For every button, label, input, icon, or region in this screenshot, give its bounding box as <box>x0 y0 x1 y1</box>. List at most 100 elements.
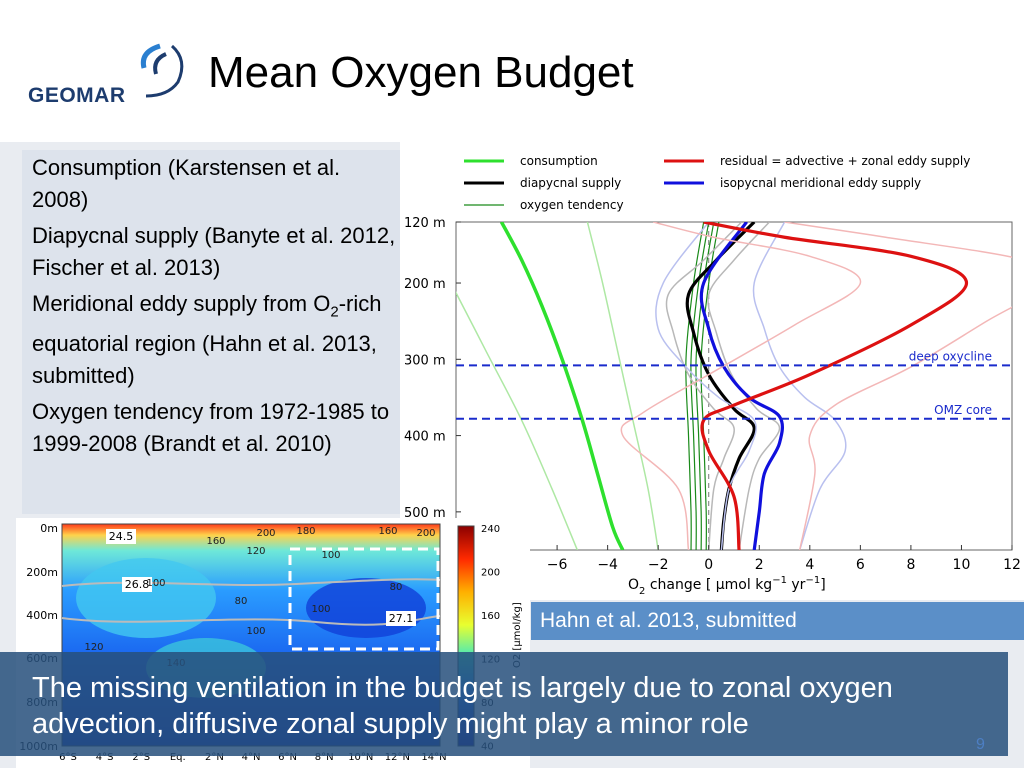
contour-label: 80 <box>390 582 403 593</box>
x-tick-label: 2 <box>755 557 764 573</box>
x-tick-label: 2°N <box>205 752 224 763</box>
bullet-text: -rich equatorial region (Hahn et al. 201… <box>32 291 382 389</box>
colorbar-tick-label: 160 <box>481 611 500 622</box>
x-tick-label: 8°N <box>315 752 334 763</box>
x-tick-label: 10°N <box>348 752 373 763</box>
oxygen-budget-chart: deep oxycline OMZ core 120 m 200 m 300 m 400 … <box>400 142 1024 600</box>
legend-label: residual = advective + zonal eddy supply <box>720 154 970 168</box>
page-title: Mean Oxygen Budget <box>208 48 634 97</box>
bullet-item: Oxygen tendency from 1972-1985 to 1999-2… <box>32 399 390 457</box>
x-tick-label: 6°S <box>59 752 77 763</box>
series-line <box>620 222 862 550</box>
x-tick-label: 12°N <box>385 752 410 763</box>
x-tick-label: −2 <box>648 557 669 573</box>
contour-label-box <box>122 577 152 592</box>
x-tick-label: −4 <box>597 557 618 573</box>
depth-reference-label: deep oxycline <box>909 349 992 363</box>
contour-label-box <box>386 611 416 626</box>
bullet-text: Meridional eddy supply from O <box>32 291 331 316</box>
contour-label: 180 <box>296 526 315 537</box>
x-tick-label: 4°S <box>96 752 114 763</box>
x-tick-label: 14°N <box>421 752 446 763</box>
y-tick-label: 200m <box>26 566 58 579</box>
contour-label: 120 <box>84 642 103 653</box>
x-tick-label: 6 <box>856 557 865 573</box>
x-tick-label: 8 <box>906 557 915 573</box>
x-tick-label: 10 <box>953 557 971 573</box>
y-tick-label: 400m <box>26 609 58 622</box>
x-tick-label: 0 <box>704 557 713 573</box>
x-axis-label-part: ] <box>820 577 825 593</box>
x-axis-label-part: yr <box>787 577 806 593</box>
x-axis-label-part: change [ µmol kg <box>645 577 772 593</box>
series-line <box>699 222 784 550</box>
x-tick-label: 4°N <box>242 752 261 763</box>
contour-label: 100 <box>146 578 165 589</box>
series-line <box>752 222 847 550</box>
contour-label: 100 <box>311 604 330 615</box>
y-tick-label: 0m <box>40 522 58 535</box>
series-line <box>665 222 743 550</box>
bullet-item: Meridional eddy supply from O2-rich equa… <box>32 288 400 392</box>
depth-reference-label: OMZ core <box>934 403 992 417</box>
contour-label: 27.1 <box>389 612 414 625</box>
bullet-item: Diapycnal supply (Banyte et al. 2012, Fi… <box>32 223 396 280</box>
x-tick-label: 2°S <box>132 752 150 763</box>
logo-text: GEOMAR <box>28 84 126 107</box>
colorbar-tick-label: 200 <box>481 568 500 579</box>
legend-label: oxygen tendency <box>520 198 624 212</box>
x-tick-label: 6°N <box>278 752 297 763</box>
contour-label: 24.5 <box>109 530 134 543</box>
contour-label: 160 <box>206 536 225 547</box>
geomar-logo <box>28 34 198 114</box>
y-tick-label: 500 m <box>404 506 446 521</box>
x-tick-label: −6 <box>547 557 568 573</box>
contour-label: 26.8 <box>125 578 150 591</box>
contour-label: 100 <box>246 626 265 637</box>
bullet-subscript: 2 <box>330 303 339 321</box>
legend-label: isopycnal meridional eddy supply <box>720 176 921 190</box>
budget-chart-svg: deep oxycline OMZ core 120 m 200 m 300 m 400 … <box>404 154 1021 597</box>
x-tick-label: 4 <box>805 557 814 573</box>
contour-label: 100 <box>321 550 340 561</box>
y-tick-label: 300 m <box>404 353 446 368</box>
y-tick-label: 400 m <box>404 430 446 445</box>
contour-label-box <box>106 529 136 544</box>
contour-label: 80 <box>235 596 248 607</box>
series-group <box>456 222 1012 550</box>
legend-label: diapycnal supply <box>520 176 621 190</box>
geomar-logo-mark <box>140 43 184 98</box>
contour-label: 160 <box>378 526 397 537</box>
series-line <box>700 222 720 550</box>
series-line <box>700 222 969 550</box>
x-tick-label: Eq. <box>170 752 186 763</box>
series-line <box>784 222 1012 550</box>
x-tick-label: 12 <box>1003 557 1021 573</box>
series-line <box>456 291 579 550</box>
series-line <box>685 222 705 550</box>
x-axis-label-part: −1 <box>805 575 820 586</box>
y-tick-label: 200 m <box>404 277 446 292</box>
y-tick-label: 120 m <box>404 216 446 231</box>
conclusion-banner: The missing ventilation in the budget is… <box>0 652 1008 756</box>
contour-label: 200 <box>416 528 435 539</box>
series-line <box>655 222 757 550</box>
series-line <box>586 222 659 550</box>
oxygen-patch <box>76 558 216 638</box>
series-line <box>690 222 710 550</box>
contour-label: 120 <box>246 546 265 557</box>
colorbar-tick-label: 240 <box>481 524 500 535</box>
reference-label: Hahn et al. 2013, submitted <box>531 602 1024 640</box>
x-axis-label-part: O <box>628 577 639 593</box>
series-line <box>499 222 625 550</box>
page-number: 9 <box>976 736 985 753</box>
bullet-item: Consumption (Karstensen et al. 2008) <box>32 155 341 212</box>
colorbar-label: O2 [µmol/kg] <box>512 602 523 668</box>
x-axis-label-part: 2 <box>639 586 645 597</box>
x-axis-label: O2 change [ µmol kg−1 yr−1] <box>628 575 826 597</box>
contour-label: 200 <box>256 528 275 539</box>
highlight-box <box>288 547 440 651</box>
x-axis-label-part: −1 <box>772 575 787 586</box>
legend-label: consumption <box>520 154 598 168</box>
bullet-list: Consumption (Karstensen et al. 2008) Dia… <box>22 150 400 514</box>
